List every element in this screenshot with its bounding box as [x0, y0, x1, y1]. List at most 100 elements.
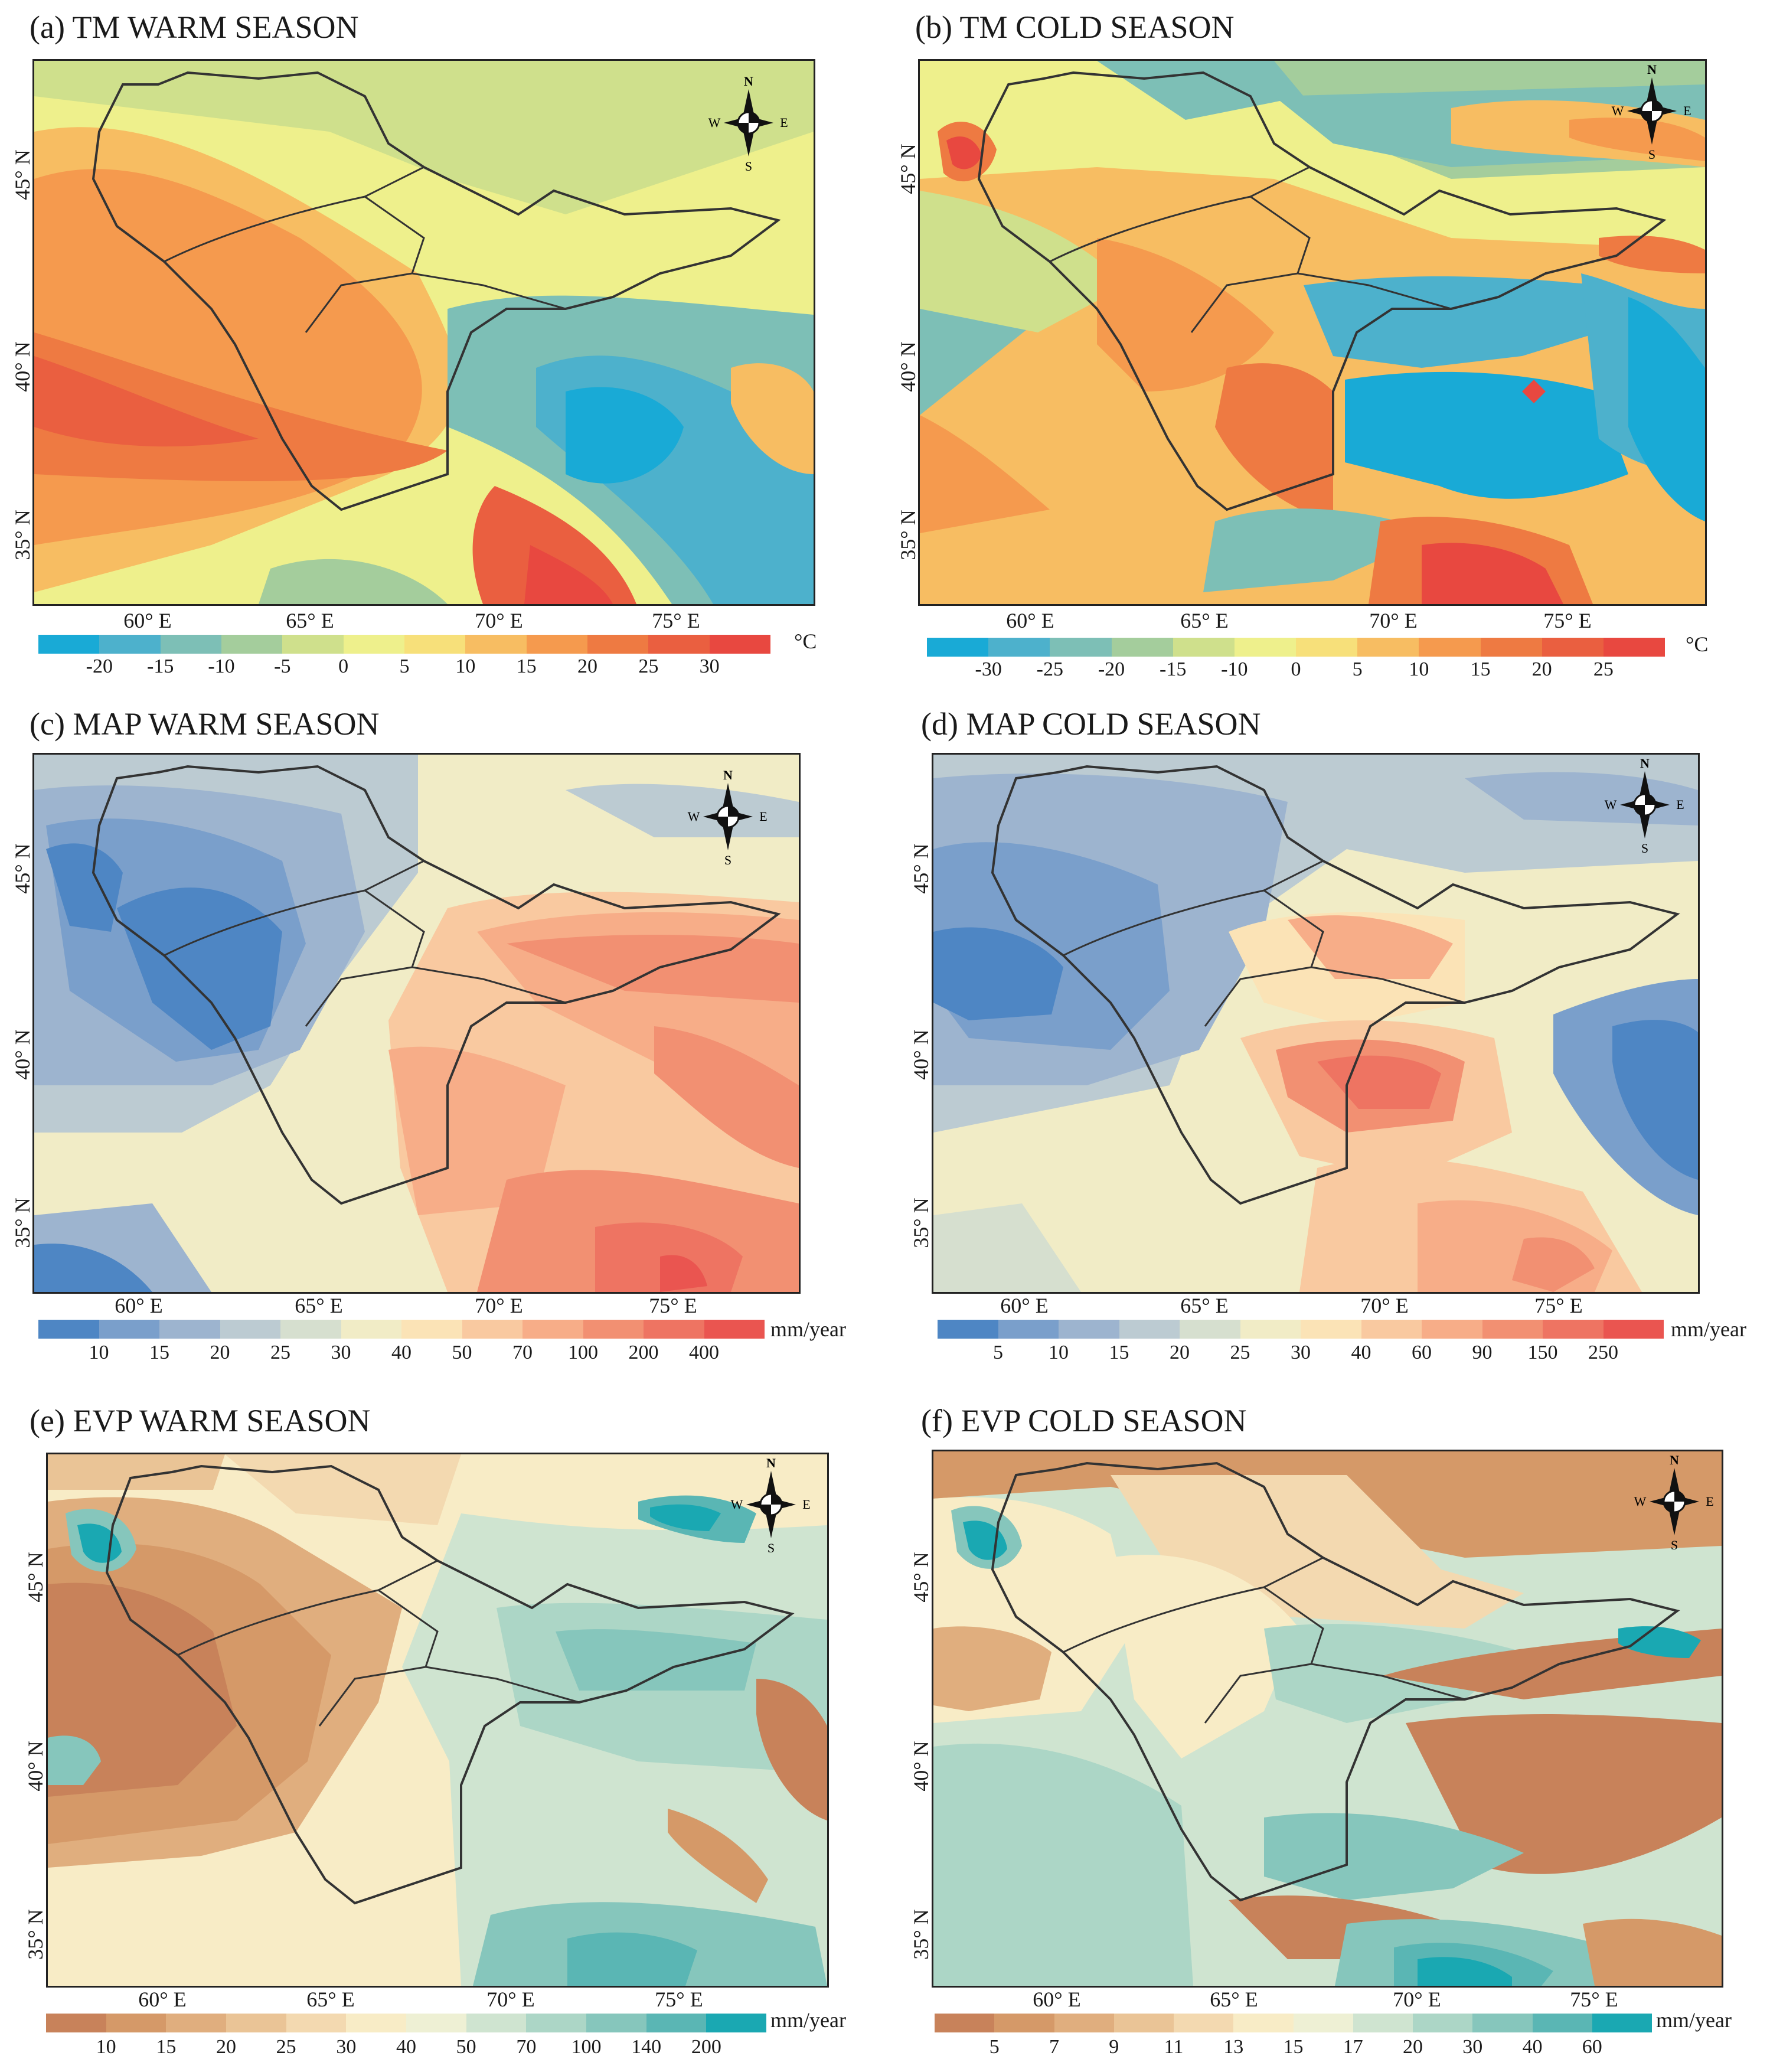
compass-n: N — [1647, 62, 1657, 77]
colorbar-tick-label: 11 — [1164, 2036, 1184, 2058]
colorbar-tick-label: 400 — [689, 1342, 719, 1363]
compass-n: N — [1670, 1453, 1679, 1467]
compass-e: E — [1706, 1494, 1713, 1509]
map-cold-field — [933, 755, 1698, 1292]
lat-label-40: 40° N — [11, 1029, 34, 1080]
colorbar-swatch — [938, 1320, 998, 1339]
colorbar-swatch — [1357, 638, 1419, 657]
lon-label-70: 70° E — [1369, 609, 1418, 632]
colorbar-swatch — [1542, 638, 1604, 657]
colorbar-swatch — [587, 635, 649, 654]
lat-label-45: 45° N — [11, 149, 34, 200]
colorbar-swatch — [1233, 2014, 1294, 2032]
colorbar-tick-label: -20 — [86, 655, 113, 677]
lon-label-60: 60° E — [1033, 1988, 1081, 2011]
colorbar-tick-label: 10 — [455, 655, 476, 677]
north-arrow-icon: N S W E — [688, 768, 768, 867]
colorbar-tick-label: 17 — [1343, 2036, 1363, 2058]
compass-w: W — [1612, 103, 1624, 118]
lat-label-40: 40° N — [909, 1741, 933, 1792]
panel-b: (b) TM COLD SEASON — [886, 0, 1770, 685]
colorbar-swatch — [1173, 638, 1235, 657]
lat-label-45: 45° N — [909, 1552, 933, 1603]
colorbar-swatch — [280, 1320, 341, 1339]
colorbar-tick-label: -10 — [208, 655, 235, 677]
panel-title: (f) EVP COLD SEASON — [921, 1403, 1247, 1438]
compass-e: E — [780, 115, 788, 130]
north-arrow-icon: N S W E — [1634, 1453, 1714, 1552]
colorbar-tick-label: 20 — [210, 1342, 230, 1363]
north-arrow-icon: N S W E — [708, 74, 788, 173]
lon-label-75: 75° E — [655, 1988, 703, 2011]
colorbar-tick-label: 70 — [516, 2036, 537, 2058]
compass-rose: N S W E — [1611, 61, 1693, 161]
lon-label-60: 60° E — [138, 1988, 187, 2011]
colorbar-swatch — [935, 2014, 995, 2032]
map-frame: N S W E — [932, 1450, 1723, 1988]
compass-n: N — [766, 1456, 776, 1470]
colorbar-swatch — [1296, 638, 1358, 657]
colorbar-swatch — [462, 1320, 522, 1339]
compass-w: W — [1605, 797, 1617, 812]
lat-label-35: 35° N — [909, 1197, 933, 1248]
colorbar-tick-label: -10 — [1221, 658, 1248, 680]
compass-s: S — [1648, 147, 1655, 161]
colorbar-tick-label: 10 — [89, 1342, 109, 1363]
panel-title: (d) MAP COLD SEASON — [921, 706, 1261, 742]
colorbar-swatch — [1301, 1320, 1361, 1339]
evp-warm-field — [48, 1454, 827, 1986]
colorbar-tick-label: 15 — [149, 1342, 169, 1363]
tm-warm-field — [34, 61, 814, 604]
colorbar-tick-label: 20 — [577, 655, 597, 677]
compass-s: S — [1671, 1538, 1678, 1552]
colorbar-swatch — [709, 635, 770, 654]
colorbar-swatch — [406, 2014, 466, 2032]
colorbar-swatch — [704, 1320, 765, 1339]
colorbar-swatch — [1174, 2014, 1234, 2032]
colorbar-tick-label: 10 — [1409, 658, 1429, 680]
colorbar-swatch — [343, 635, 404, 654]
lon-label-65: 65° E — [1180, 609, 1229, 632]
colorbar-tick-label: 10 — [1049, 1342, 1069, 1363]
compass-w: W — [731, 1497, 743, 1512]
lon-label-75: 75° E — [649, 1294, 697, 1317]
colorbar-tick-label: 5 — [989, 2036, 1000, 2058]
colorbar-swatch — [994, 2014, 1054, 2032]
colorbar-tick-label: 40 — [1351, 1342, 1371, 1363]
compass-n: N — [1640, 756, 1650, 771]
compass-n: N — [723, 768, 733, 782]
colorbar — [938, 1320, 1664, 1339]
lon-label-60: 60° E — [1006, 609, 1054, 632]
lat-label-45: 45° N — [24, 1552, 47, 1603]
colorbar-swatch — [1054, 2014, 1114, 2032]
map-warm-field — [34, 755, 799, 1292]
colorbar-swatch — [465, 635, 527, 654]
tm-cold-field — [920, 61, 1705, 604]
map-frame: N S W E — [918, 59, 1707, 606]
colorbar-tick-label: 15 — [1109, 1342, 1129, 1363]
lon-label-70: 70° E — [1393, 1988, 1441, 2011]
north-arrow-icon: N S W E — [1612, 62, 1691, 161]
panel-f: (f) EVP COLD SEASON — [886, 1394, 1770, 2072]
colorbar-tick-label: 30 — [336, 2036, 357, 2058]
colorbar-swatch — [1480, 638, 1542, 657]
lon-label-75: 75° E — [1534, 1294, 1583, 1317]
colorbar-swatch — [106, 2014, 166, 2032]
colorbar-tick-label: 13 — [1223, 2036, 1244, 2058]
colorbar-swatch — [526, 2014, 587, 2032]
colorbar-tick-label: -20 — [1098, 658, 1125, 680]
colorbar-tick-label: 30 — [1291, 1342, 1311, 1363]
colorbar-tick-label: 20 — [216, 2036, 236, 2058]
colorbar-swatch — [648, 635, 710, 654]
evp-cold-field — [933, 1451, 1722, 1986]
map-frame: N S W E — [32, 59, 815, 606]
compass-e: E — [759, 809, 767, 824]
lon-label-70: 70° E — [486, 1988, 535, 2011]
colorbar-tick-label: 200 — [691, 2036, 721, 2058]
colorbar-swatch — [166, 2014, 227, 2032]
colorbar-swatch — [1592, 2014, 1652, 2032]
colorbar-swatch — [221, 635, 283, 654]
lon-label-75: 75° E — [1570, 1988, 1618, 2011]
colorbar-swatch — [1482, 1320, 1543, 1339]
colorbar-swatch — [1422, 1320, 1482, 1339]
